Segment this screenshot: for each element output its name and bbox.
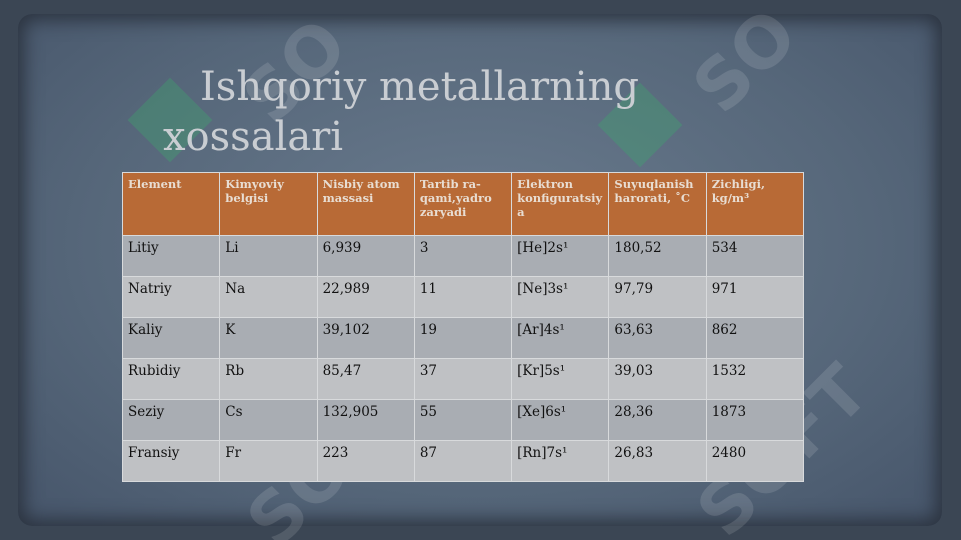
table-cell: Li — [219, 235, 318, 277]
table-cell: [Rn]7s¹ — [511, 440, 610, 482]
header-cell: Nisbiy atom massasi — [316, 172, 415, 236]
table-cell: [He]2s¹ — [511, 235, 610, 277]
table-cell: 3 — [413, 235, 513, 277]
table-row: Natriy Na 22,989 11 [Ne]3s¹ 97,79 971 — [121, 276, 805, 318]
header-cell: Tartib ra-qami,yadro zaryadi — [413, 172, 513, 236]
table-cell: 1873 — [705, 399, 805, 441]
table-cell: 180,52 — [608, 235, 707, 277]
table-cell: Litiy — [121, 235, 221, 277]
table-cell: [Xe]6s¹ — [511, 399, 610, 441]
data-table: Element Kimyoviy belgisi Nisbiy atom massa… — [121, 172, 805, 482]
table-cell: K — [219, 317, 318, 359]
table-cell: 63,63 — [608, 317, 707, 359]
table-cell: 87 — [413, 440, 513, 482]
table-cell: 19 — [413, 317, 513, 359]
slide-title: Ishqoriy metallarning xossalari — [163, 64, 640, 160]
table-cell: 28,36 — [608, 399, 707, 441]
table-cell: 55 — [413, 399, 513, 441]
table-cell: 862 — [705, 317, 805, 359]
header-cell: Kimyoviy belgisi — [219, 172, 318, 236]
header-cell: Suyuqlanish harorati, ˚C — [608, 172, 707, 236]
table-cell: 97,79 — [608, 276, 707, 318]
table-cell: [Ar]4s¹ — [511, 317, 610, 359]
table-cell: 223 — [316, 440, 415, 482]
table-cell: 85,47 — [316, 358, 415, 400]
header-cell: Element — [121, 172, 221, 236]
table-cell: 6,939 — [316, 235, 415, 277]
table-row: Fransiy Fr 223 87 [Rn]7s¹ 26,83 2480 — [121, 440, 805, 482]
table-cell: 971 — [705, 276, 805, 318]
table-cell: Na — [219, 276, 318, 318]
table-cell: [Kr]5s¹ — [511, 358, 610, 400]
table-cell: 39,03 — [608, 358, 707, 400]
table-row: Seziy Cs 132,905 55 [Xe]6s¹ 28,36 1873 — [121, 399, 805, 441]
table-cell: 2480 — [705, 440, 805, 482]
table-row: Kaliy K 39,102 19 [Ar]4s¹ 63,63 862 — [121, 317, 805, 359]
table-cell: Kaliy — [121, 317, 221, 359]
table-cell: Rb — [219, 358, 318, 400]
table-cell: 11 — [413, 276, 513, 318]
header-row: Element Kimyoviy belgisi Nisbiy atom massa… — [121, 172, 805, 236]
table-cell: 22,989 — [316, 276, 415, 318]
header-cell: Elektron konfiguratsiya — [511, 172, 610, 236]
table-cell: Rubidiy — [121, 358, 221, 400]
table-cell: [Ne]3s¹ — [511, 276, 610, 318]
table-cell: 39,102 — [316, 317, 415, 359]
table-cell: 1532 — [705, 358, 805, 400]
table-cell: 534 — [705, 235, 805, 277]
table-cell: Fransiy — [121, 440, 221, 482]
table-cell: 26,83 — [608, 440, 707, 482]
table-row: Rubidiy Rb 85,47 37 [Kr]5s¹ 39,03 1532 — [121, 358, 805, 400]
header-cell: Zichligi, kg/m³ — [705, 172, 805, 236]
table-cell: 37 — [413, 358, 513, 400]
table-cell: Cs — [219, 399, 318, 441]
table-cell: 132,905 — [316, 399, 415, 441]
table-cell: Natriy — [121, 276, 221, 318]
table-cell: Seziy — [121, 399, 221, 441]
table-row: Litiy Li 6,939 3 [He]2s¹ 180,52 534 — [121, 235, 805, 277]
table-cell: Fr — [219, 440, 318, 482]
